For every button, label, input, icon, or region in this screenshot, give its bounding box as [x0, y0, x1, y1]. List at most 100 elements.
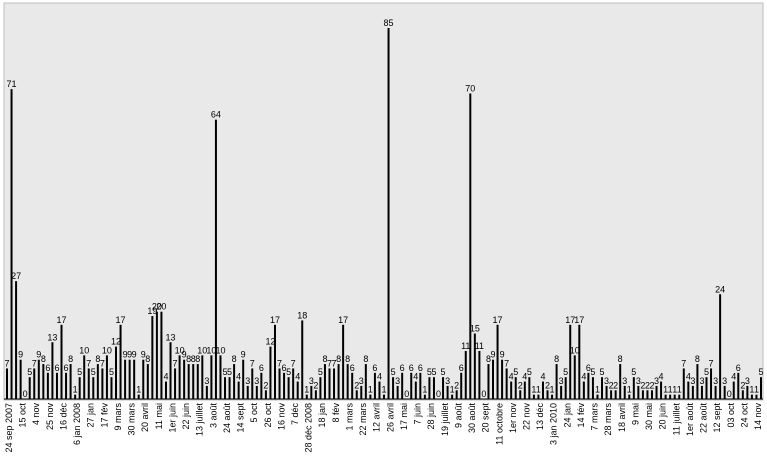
bar-78 [360, 385, 363, 399]
bar-97 [446, 385, 449, 399]
x-tick-label-16: 24 août [222, 403, 232, 434]
bar-89 [410, 372, 413, 399]
value-label-158: 3 [722, 376, 727, 386]
bar-80 [369, 394, 372, 399]
value-label-96: 5 [441, 367, 446, 377]
bar-90 [414, 381, 417, 399]
bar-137 [628, 394, 631, 399]
value-label-119: 2 [545, 380, 550, 390]
bar-54 [251, 368, 254, 399]
value-label-152: 8 [695, 354, 700, 364]
bar-62 [287, 377, 290, 399]
value-label-2: 27 [11, 271, 21, 281]
bar-53 [246, 385, 249, 399]
bar-157 [719, 294, 722, 399]
bar-1 [10, 89, 13, 400]
x-tick-label-5: 6 jan 2008 [72, 403, 82, 445]
value-label-107: 9 [491, 350, 496, 360]
bar-100 [460, 372, 463, 399]
bar-58 [269, 346, 272, 399]
bar-150 [687, 381, 690, 399]
bar-112 [514, 377, 517, 399]
bar-117 [537, 394, 540, 399]
bar-12 [60, 324, 63, 399]
bar-33 [155, 311, 158, 399]
x-tick-label-1: 15 oct [18, 403, 28, 428]
value-label-125: 10 [570, 345, 580, 355]
x-tick-label-50: 1er août [685, 403, 695, 437]
bar-49 [228, 377, 231, 399]
x-tick-label-23: 18 jan [317, 403, 327, 428]
bar-160 [732, 381, 735, 399]
bar-10 [51, 342, 54, 399]
value-label-59: 17 [270, 315, 280, 325]
value-label-126: 17 [574, 315, 584, 325]
bar-2 [15, 281, 18, 399]
value-label-62: 5 [286, 367, 291, 377]
bar-31 [146, 364, 149, 399]
value-label-154: 5 [704, 367, 709, 377]
value-label-69: 5 [318, 367, 323, 377]
bar-102 [469, 93, 472, 399]
bar-52 [242, 359, 245, 399]
value-label-129: 5 [590, 367, 595, 377]
bar-99 [455, 390, 458, 399]
value-label-76: 6 [350, 363, 355, 373]
value-label-98: 1 [450, 385, 455, 395]
x-tick-label-4: 16 déc [58, 403, 68, 431]
x-tick-label-8: 9 mars [113, 403, 123, 431]
value-label-142: 2 [649, 380, 654, 390]
bar-165 [755, 394, 758, 399]
value-label-47: 10 [215, 345, 225, 355]
value-label-153: 3 [699, 376, 704, 386]
bar-101 [464, 350, 467, 399]
value-label-6: 7 [32, 358, 37, 368]
value-label-132: 3 [604, 376, 609, 386]
value-label-41: 8 [191, 354, 196, 364]
bar-68 [314, 390, 317, 399]
bar-15 [74, 394, 77, 399]
value-label-30: 9 [141, 350, 146, 360]
value-label-141: 2 [645, 380, 650, 390]
value-label-29: 1 [136, 385, 141, 395]
value-label-42: 8 [195, 354, 200, 364]
bar-116 [532, 394, 535, 399]
value-label-24: 12 [111, 337, 121, 347]
x-tick-label-36: 11 octobre [494, 403, 504, 445]
bar-83 [383, 394, 385, 399]
bar-60 [278, 368, 281, 399]
value-label-149: 7 [681, 358, 686, 368]
bar-44 [205, 385, 208, 399]
value-label-35: 4 [163, 372, 168, 382]
x-tick-label-28: 26 avril [385, 403, 395, 432]
bar-6 [33, 368, 36, 399]
value-label-89: 6 [409, 363, 414, 373]
bar-5 [28, 377, 31, 399]
value-label-92: 1 [422, 385, 427, 395]
value-label-34: 20 [156, 302, 166, 312]
bar-79 [364, 364, 367, 399]
bar-86 [396, 385, 399, 399]
x-tick-label-10: 20 avril [140, 403, 150, 432]
value-label-27: 9 [127, 350, 132, 360]
x-tick-label-46: 9 mai [630, 403, 640, 425]
value-label-155: 7 [709, 358, 714, 368]
bar-119 [546, 390, 549, 399]
value-label-144: 4 [659, 372, 664, 382]
value-label-165: 1 [754, 385, 759, 395]
x-tick-label-29: 17 mai [399, 403, 409, 430]
value-label-46: 64 [211, 110, 221, 120]
bar-71 [328, 368, 331, 399]
bar-109 [501, 359, 504, 399]
x-tick-label-19: 26 oct [263, 403, 273, 428]
bar-130 [596, 394, 599, 399]
x-tick-label-33: 9 août [453, 403, 463, 429]
bar-147 [673, 394, 676, 399]
bar-23 [110, 377, 113, 399]
bar-84 [387, 28, 390, 399]
bar-152 [696, 364, 699, 399]
bar-67 [310, 385, 313, 399]
value-label-90: 4 [413, 372, 418, 382]
value-label-48: 5 [223, 367, 228, 377]
